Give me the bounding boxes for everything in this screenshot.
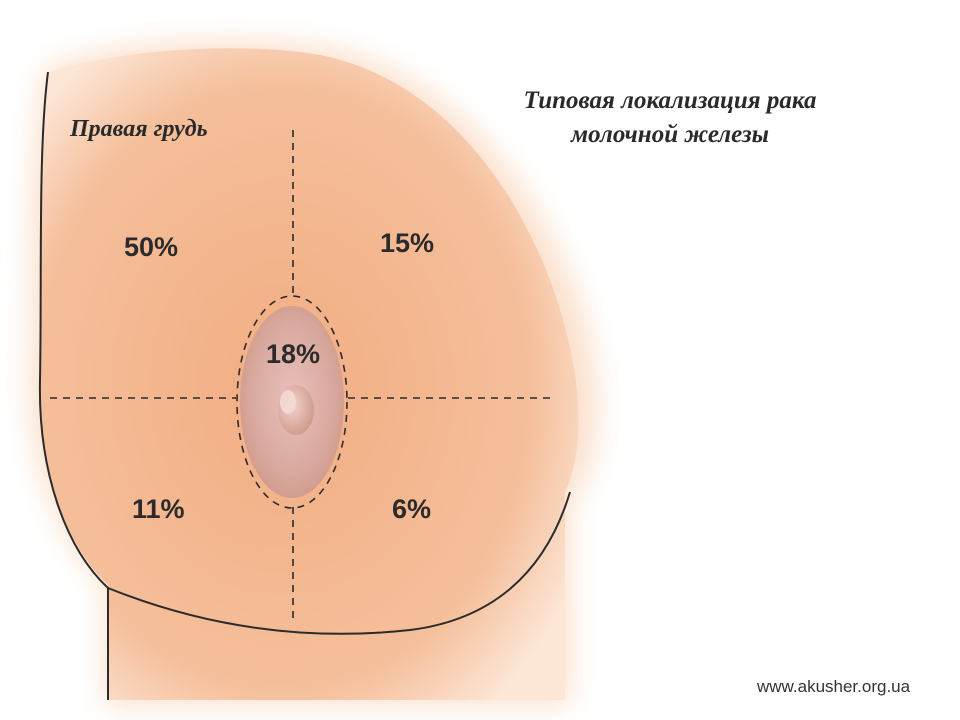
quadrant-lines — [50, 130, 555, 620]
title-line-1: Типовая локализация рака — [523, 87, 817, 114]
side-label: Правая грудь — [70, 116, 208, 142]
lower-outer-percent: 11% — [132, 494, 185, 524]
nipple-highlight — [280, 390, 296, 414]
title-line-2: молочной железы — [571, 121, 769, 148]
diagram-title: Типовая локализация рака молочной железы — [470, 84, 870, 152]
breast-fold-outline — [107, 491, 571, 635]
lower-inner-percent: 6% — [392, 494, 432, 524]
upper-inner-percent: 15% — [380, 228, 435, 258]
torso-outline — [38, 71, 109, 589]
central-percent: 18% — [266, 339, 321, 369]
upper-outer-percent: 50% — [124, 232, 179, 262]
areola-dashed-border — [236, 295, 348, 509]
watermark: www.akusher.org.ua — [757, 677, 911, 696]
